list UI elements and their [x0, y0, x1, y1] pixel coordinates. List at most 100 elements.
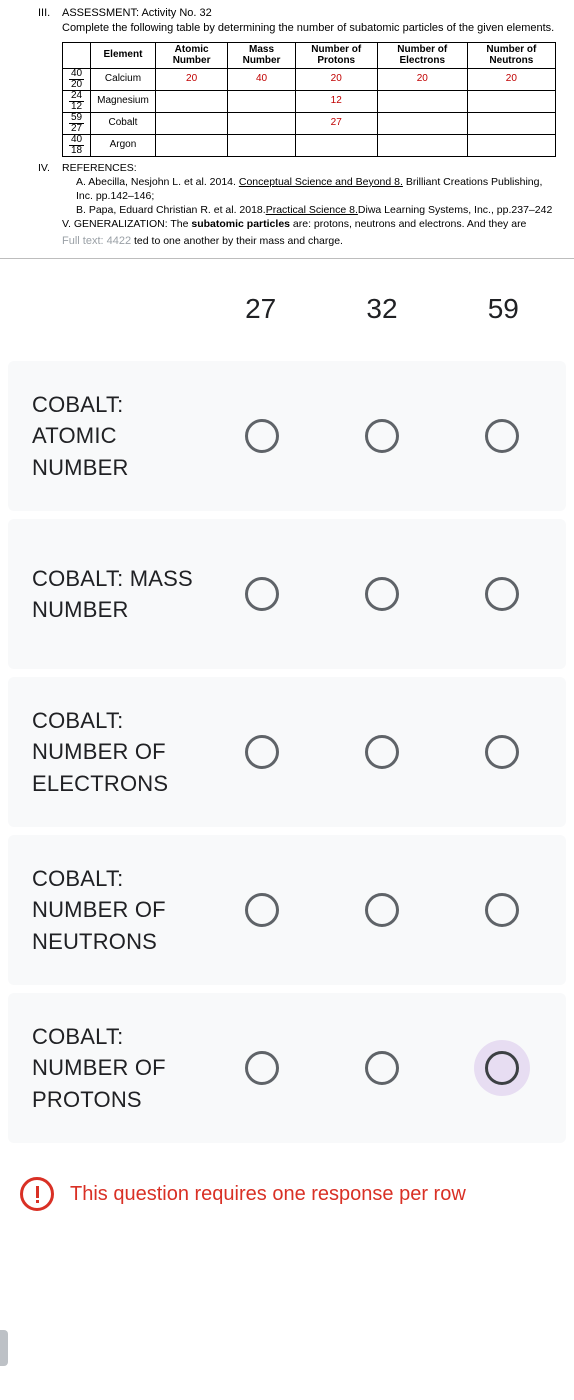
- radio-cell[interactable]: [442, 566, 562, 622]
- atomic-cell: [155, 90, 228, 112]
- mass-cell: [228, 134, 295, 156]
- radio-icon[interactable]: [245, 1051, 279, 1085]
- neutrons-cell: [467, 134, 555, 156]
- full-text-indicator[interactable]: Full text: 4422: [62, 234, 131, 249]
- radio-icon[interactable]: [365, 893, 399, 927]
- radio-icon[interactable]: [485, 419, 519, 453]
- col-head-0: 27: [200, 293, 321, 325]
- protons-cell: 27: [295, 112, 377, 134]
- row-label: COBALT: ATOMIC NUMBER: [12, 389, 202, 485]
- radio-icon[interactable]: [245, 577, 279, 611]
- radio-wrap[interactable]: [354, 724, 410, 780]
- references-block: IV. REFERENCES: A. Abecilla, Nesjohn L. …: [62, 161, 556, 249]
- radio-icon[interactable]: [245, 419, 279, 453]
- radio-wrap[interactable]: [234, 1040, 290, 1096]
- radio-wrap[interactable]: [354, 566, 410, 622]
- atomic-cell: [155, 134, 228, 156]
- radio-icon[interactable]: [245, 735, 279, 769]
- mass-cell: [228, 112, 295, 134]
- generalization: V. GENERALIZATION: The subatomic particl…: [62, 218, 526, 230]
- table-row: 4018Argon: [63, 134, 556, 156]
- radio-icon[interactable]: [365, 419, 399, 453]
- quiz-row: COBALT: NUMBER OF PROTONS: [8, 993, 566, 1143]
- radio-icon[interactable]: [365, 577, 399, 611]
- warning-text: This question requires one response per …: [70, 1181, 466, 1208]
- element-cell: Magnesium: [91, 90, 156, 112]
- refs-number: IV.: [38, 161, 50, 175]
- quiz-row: COBALT: ATOMIC NUMBER: [8, 361, 566, 511]
- assessment-title: ASSESSMENT: Activity No. 32: [62, 6, 556, 21]
- radio-cell[interactable]: [442, 408, 562, 464]
- radio-wrap[interactable]: [234, 408, 290, 464]
- electrons-cell: [377, 112, 467, 134]
- electrons-cell: [377, 134, 467, 156]
- th-element: Element: [91, 42, 156, 68]
- mass-cell: [228, 90, 295, 112]
- col-head-1: 32: [321, 293, 442, 325]
- validation-warning: This question requires one response per …: [6, 1151, 568, 1211]
- atomic-cell: [155, 112, 228, 134]
- atomic-cell: 20: [155, 68, 228, 90]
- radio-cell[interactable]: [322, 408, 442, 464]
- warning-icon: [20, 1177, 54, 1211]
- assessment-subtitle: Complete the following table by determin…: [62, 21, 556, 36]
- radio-wrap[interactable]: [354, 408, 410, 464]
- radio-cell[interactable]: [442, 882, 562, 938]
- radio-wrap[interactable]: [354, 1040, 410, 1096]
- table-row: 4020Calcium2040202020: [63, 68, 556, 90]
- radio-wrap[interactable]: [474, 566, 530, 622]
- th-electrons: Number of Electrons: [377, 42, 467, 68]
- ref-a: A. Abecilla, Nesjohn L. et al. 2014. Con…: [62, 175, 556, 203]
- element-cell: Calcium: [91, 68, 156, 90]
- element-cell: Cobalt: [91, 112, 156, 134]
- radio-cell[interactable]: [322, 1040, 442, 1096]
- side-handle[interactable]: [0, 1330, 8, 1366]
- radio-icon[interactable]: [365, 1051, 399, 1085]
- radio-wrap[interactable]: [234, 566, 290, 622]
- element-cell: Argon: [91, 134, 156, 156]
- radio-cell[interactable]: [442, 724, 562, 780]
- radio-cell[interactable]: [202, 1040, 322, 1096]
- radio-cell[interactable]: [322, 724, 442, 780]
- row-label: COBALT: NUMBER OF NEUTRONS: [12, 863, 202, 959]
- quiz-row: COBALT: MASS NUMBER: [8, 519, 566, 669]
- quiz-row: COBALT: NUMBER OF ELECTRONS: [8, 677, 566, 827]
- electrons-cell: 20: [377, 68, 467, 90]
- radio-icon[interactable]: [485, 893, 519, 927]
- radio-cell[interactable]: [202, 882, 322, 938]
- radio-wrap[interactable]: [474, 724, 530, 780]
- protons-cell: [295, 134, 377, 156]
- isotope-cell: 4020: [63, 68, 91, 90]
- radio-cell[interactable]: [202, 408, 322, 464]
- th-protons: Number of Protons: [295, 42, 377, 68]
- col-head-2: 59: [443, 293, 564, 325]
- radio-icon[interactable]: [485, 735, 519, 769]
- radio-wrap[interactable]: [354, 882, 410, 938]
- table-row: 5927Cobalt 27: [63, 112, 556, 134]
- radio-wrap[interactable]: [234, 724, 290, 780]
- th-atomic: Atomic Number: [155, 42, 228, 68]
- radio-cell[interactable]: [202, 724, 322, 780]
- neutrons-cell: 20: [467, 68, 555, 90]
- radio-wrap[interactable]: [474, 408, 530, 464]
- isotope-cell: 4018: [63, 134, 91, 156]
- protons-cell: 12: [295, 90, 377, 112]
- radio-cell[interactable]: [322, 882, 442, 938]
- neutrons-cell: [467, 112, 555, 134]
- th-blank: [63, 42, 91, 68]
- radio-icon[interactable]: [245, 893, 279, 927]
- radio-cell[interactable]: [442, 1040, 562, 1096]
- quiz-grid: 27 32 59 COBALT: ATOMIC NUMBER COBALT: MA…: [0, 259, 574, 1221]
- th-neutrons: Number of Neutrons: [467, 42, 555, 68]
- worksheet-snippet: III. ASSESSMENT: Activity No. 32 Complet…: [0, 0, 574, 259]
- radio-wrap[interactable]: [474, 882, 530, 938]
- radio-icon[interactable]: [485, 1051, 519, 1085]
- radio-icon[interactable]: [485, 577, 519, 611]
- radio-icon[interactable]: [365, 735, 399, 769]
- radio-cell[interactable]: [322, 566, 442, 622]
- isotope-cell: 5927: [63, 112, 91, 134]
- row-label: COBALT: MASS NUMBER: [12, 563, 202, 627]
- radio-cell[interactable]: [202, 566, 322, 622]
- radio-wrap[interactable]: [474, 1040, 530, 1096]
- radio-wrap[interactable]: [234, 882, 290, 938]
